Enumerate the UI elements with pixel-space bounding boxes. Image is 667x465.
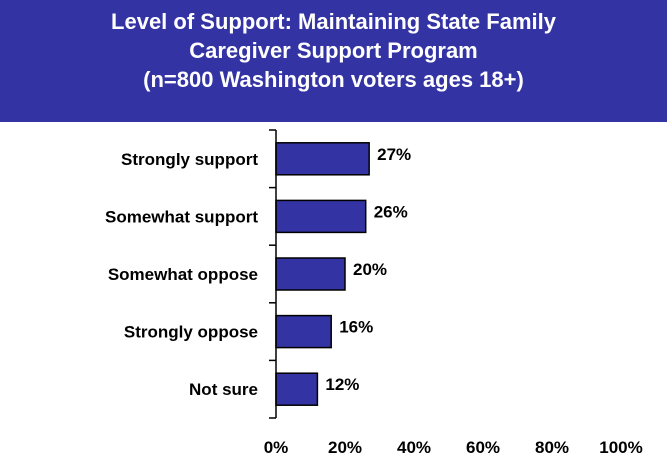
bar-3 (275, 314, 332, 349)
category-label-2: Somewhat oppose (108, 265, 258, 284)
bar-1 (275, 199, 367, 234)
category-label-1: Somewhat support (105, 207, 258, 226)
bar-0 (275, 142, 370, 176)
x-tick-label-5: 100% (599, 438, 642, 457)
bar-chart: Strongly support 27% Somewhat support 26% So… (105, 129, 643, 457)
title-line-2: Caregiver Support Program (189, 38, 478, 63)
bar-2 (275, 257, 346, 291)
category-label-3: Strongly oppose (124, 323, 258, 342)
chart-title: Level of Support: Maintaining State Fami… (0, 0, 667, 122)
x-tick-label-3: 60% (466, 438, 500, 457)
category-label-4: Not sure (189, 380, 258, 399)
value-label-2: 20% (353, 260, 387, 279)
value-label-3: 16% (339, 318, 373, 337)
x-tick-label-4: 80% (535, 438, 569, 457)
title-line-3: (n=800 Washington voters ages 18+) (143, 67, 524, 92)
title-line-1: Level of Support: Maintaining State Fami… (111, 9, 556, 34)
value-label-1: 26% (374, 202, 408, 221)
bar-4 (275, 372, 319, 406)
x-tick-label-1: 20% (328, 438, 362, 457)
value-label-4: 12% (325, 375, 359, 394)
category-label-0: Strongly support (121, 150, 258, 169)
x-tick-label-0: 0% (264, 438, 289, 457)
x-tick-label-2: 40% (397, 438, 431, 457)
value-label-0: 27% (377, 145, 411, 164)
